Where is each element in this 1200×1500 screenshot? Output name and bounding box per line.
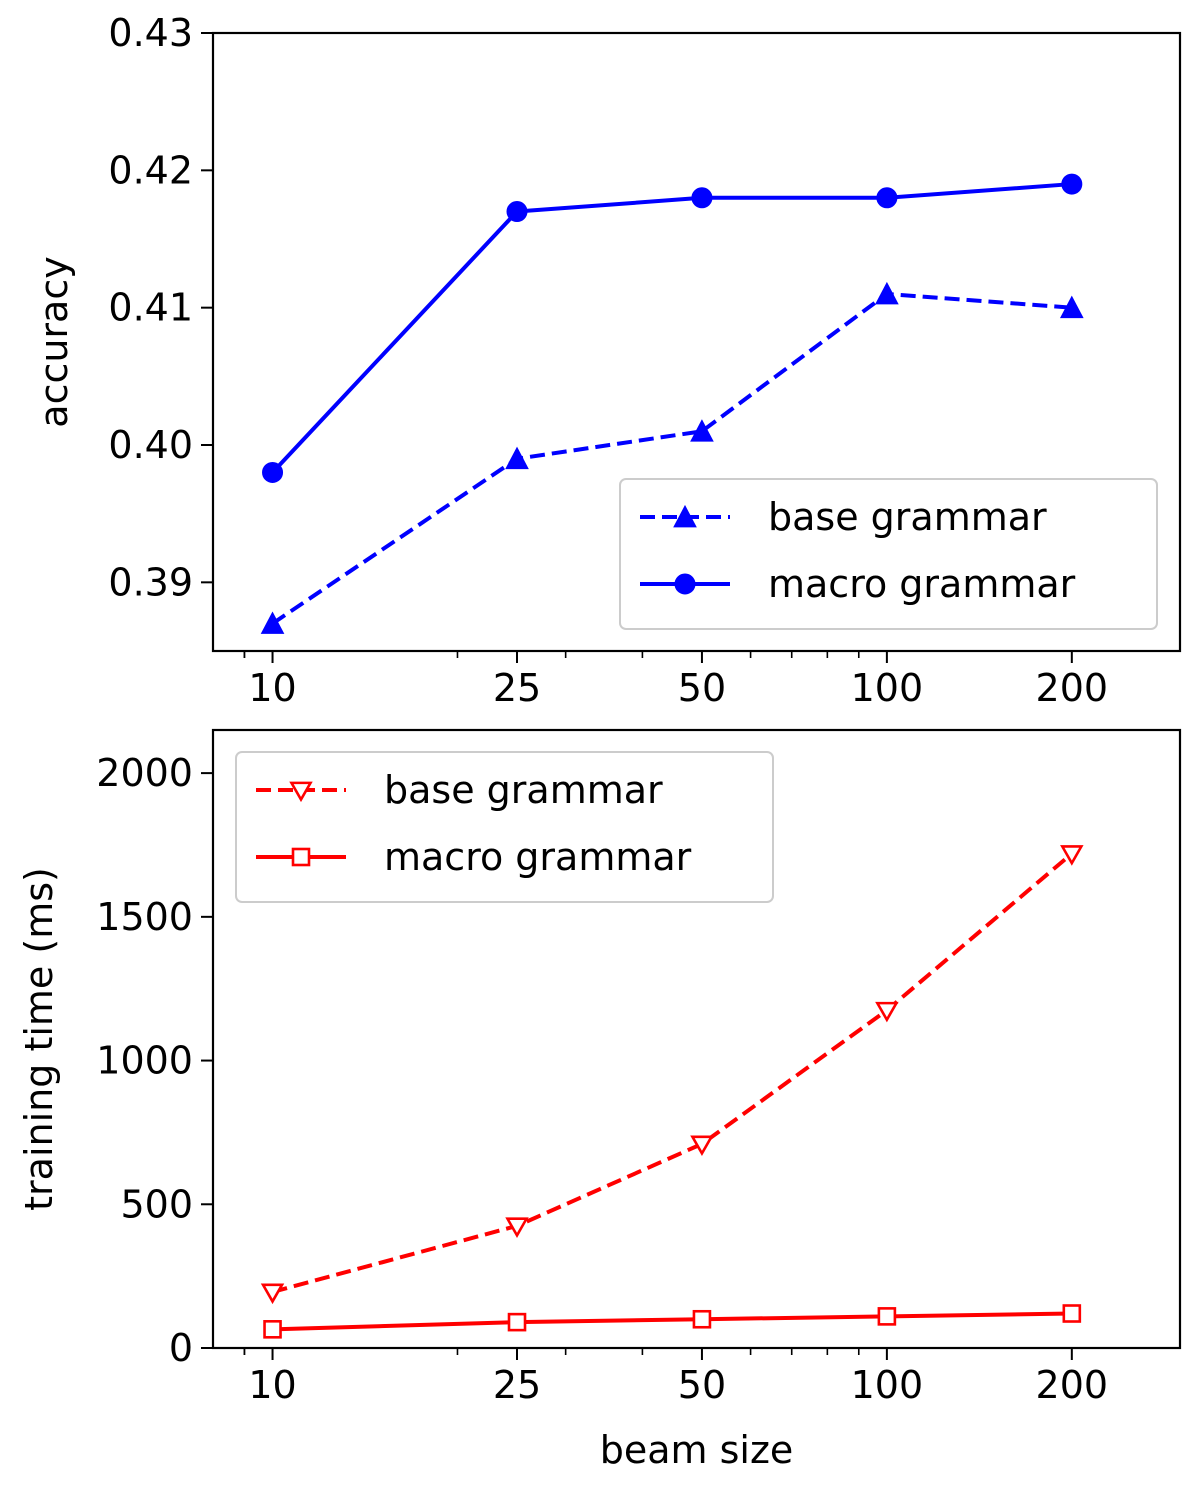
data-point	[692, 1309, 712, 1329]
data-point	[507, 1312, 527, 1332]
data-point	[875, 1001, 899, 1023]
data-point	[505, 1217, 529, 1238]
series-macro-grammar	[263, 1304, 1082, 1339]
data-point	[262, 461, 284, 483]
x-tick-label: 25	[493, 1363, 541, 1407]
legend-box	[235, 751, 774, 903]
y-axis-label: accuracy	[32, 256, 76, 427]
y-tick-label: 1000	[96, 1039, 193, 1083]
legend-label: base grammar	[384, 768, 663, 812]
x-tick-label: 100	[851, 1363, 924, 1407]
y-tick-label: 0.41	[108, 286, 193, 330]
x-axis-label: beam size	[600, 1428, 794, 1472]
data-point	[877, 1307, 897, 1326]
series-line	[271, 291, 1072, 626]
y-axis-label: training time (ms)	[17, 867, 61, 1211]
x-tick-label: 200	[1036, 1363, 1109, 1407]
y-tick-label: 2000	[96, 751, 193, 795]
y-tick-label: 0.43	[108, 11, 193, 55]
y-tick-label: 0	[169, 1326, 193, 1370]
data-point	[1060, 845, 1084, 866]
x-tick-label: 50	[678, 666, 726, 710]
y-tick-label: 0.39	[108, 560, 193, 604]
data-point	[260, 611, 285, 634]
data-point	[690, 1135, 714, 1157]
legend-label: base grammar	[768, 495, 1047, 539]
y-tick-label: 500	[120, 1182, 193, 1226]
data-point	[506, 201, 528, 223]
plot-frame	[211, 31, 1182, 653]
x-tick-label: 25	[493, 666, 541, 710]
y-tick-label: 0.42	[108, 148, 193, 192]
x-tick-label: 10	[248, 666, 296, 710]
x-tick-label: 10	[248, 1363, 296, 1407]
legend: base grammar macro grammar	[619, 478, 1158, 630]
legend-box	[619, 478, 1158, 630]
data-point	[876, 187, 898, 209]
accuracy-panel: 10 25 50 100 200 0.39 0.40 0.41 0.42 0.43 accuracy…	[32, 11, 1182, 710]
data-point	[691, 187, 713, 209]
legend-marker	[673, 504, 697, 528]
legend-label: macro grammar	[384, 835, 692, 879]
y-tick-label: 1500	[96, 895, 193, 939]
data-point	[1059, 295, 1084, 319]
series-base-grammar	[260, 845, 1084, 1305]
x-tick-label: 100	[851, 666, 924, 710]
legend-marker	[674, 573, 696, 595]
series-macro-grammar	[262, 173, 1083, 483]
data-point	[505, 446, 529, 470]
data-point	[1061, 173, 1083, 195]
data-point	[260, 1283, 285, 1305]
series-base-grammar	[260, 281, 1084, 634]
data-point	[1062, 1304, 1082, 1323]
legend-label: macro grammar	[768, 562, 1076, 606]
series-line	[272, 852, 1074, 1294]
data-point	[875, 281, 899, 305]
data-point	[263, 1320, 282, 1339]
x-tick-label: 50	[678, 1363, 726, 1407]
plot-frame	[211, 728, 1182, 1350]
legend: base grammar macro grammar	[235, 751, 774, 903]
data-point	[690, 419, 714, 442]
legend-marker	[289, 781, 313, 803]
y-tick-label: 0.40	[108, 423, 193, 467]
x-tick-label: 200	[1036, 666, 1109, 710]
legend-marker	[291, 847, 311, 867]
